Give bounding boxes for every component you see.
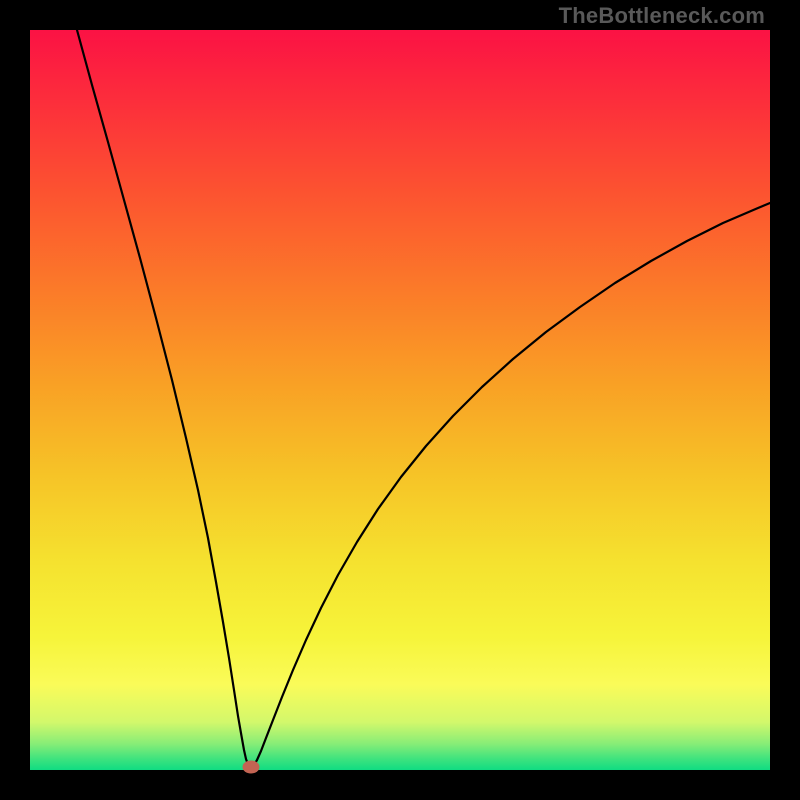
bottleneck-curve (30, 30, 770, 770)
chart-frame: TheBottleneck.com (0, 0, 800, 800)
watermark-text: TheBottleneck.com (559, 3, 765, 29)
minimum-marker (243, 761, 260, 774)
curve-path (77, 30, 770, 767)
frame-border-right (770, 0, 800, 800)
frame-border-left (0, 0, 30, 800)
frame-border-bottom (0, 770, 800, 800)
plot-area (30, 30, 770, 770)
